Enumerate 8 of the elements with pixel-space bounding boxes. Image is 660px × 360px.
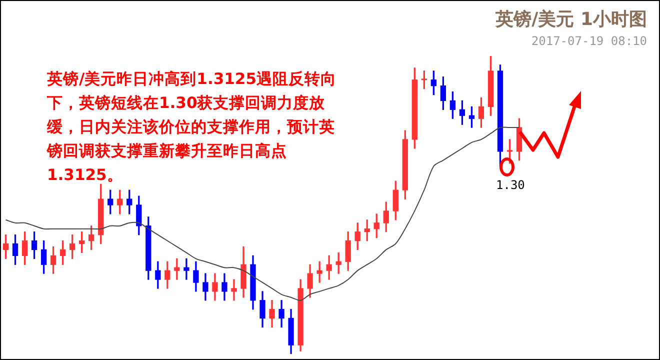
candlestick [316, 261, 322, 283]
text: 英镑/美元 1小时图 [496, 8, 647, 31]
candlestick [336, 252, 342, 274]
annotation: 1.30 [496, 178, 525, 192]
candlestick [231, 279, 237, 301]
text: 2017-07-19 08:10 [531, 34, 647, 48]
candlestick [184, 258, 190, 280]
annotation: 英镑/美元昨日冲高到1.3125遇阻反转向下，英镑短线在1.30获支撑回调力度放缓，日内关注该价位的支撑作用，预计英镑回调获支撑重新攀升至昨日高点1.3125。 [47, 69, 338, 186]
